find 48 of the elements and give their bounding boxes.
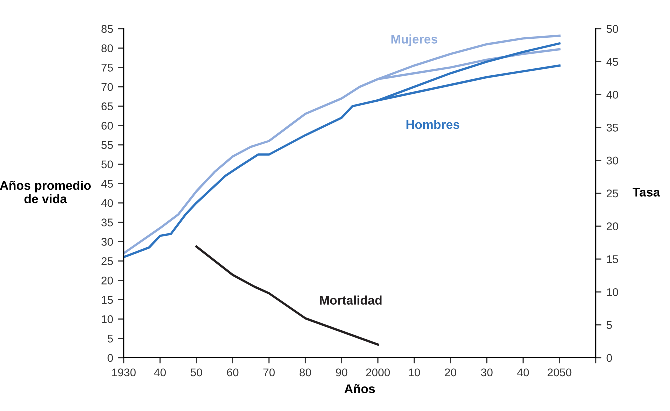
y-tick-label: 70: [102, 83, 114, 92]
y2-axis-title: Tasa: [632, 188, 660, 197]
y2-tick-label: 30: [606, 156, 618, 165]
x-tick-label: 10: [409, 368, 420, 377]
text: Hombres: [406, 120, 460, 130]
y-tick-label: 35: [102, 218, 114, 227]
y-tick-label: 80: [102, 44, 114, 52]
y2-tick-label: 35: [606, 124, 618, 132]
x-axis-title: Años: [344, 384, 376, 394]
y-tick-label: 10: [102, 316, 114, 324]
series-label: Mortalidad: [320, 296, 382, 305]
x-tick-label: 70: [264, 368, 275, 377]
y-tick-label: 75: [102, 64, 114, 72]
y2-tick-label: 5: [606, 321, 612, 330]
x-tick-label: 2000: [366, 368, 390, 377]
x-tick-label: 50: [190, 368, 202, 377]
y-tick-label: 20: [102, 276, 114, 285]
x-tick-label: 60: [227, 368, 239, 377]
x-tick-label: 30: [481, 368, 493, 377]
x-tick-label: 2050: [548, 368, 572, 377]
y-tick-label: 25: [102, 258, 114, 266]
y-tick-label: 60: [102, 122, 114, 130]
y2-tick-label: 40: [606, 91, 618, 99]
x-tick-label: 90: [336, 368, 348, 377]
y-tick-label: 45: [101, 180, 114, 188]
y2-tick-label: 20: [606, 222, 618, 231]
x-tick-label: 20: [445, 368, 457, 377]
y-tick-label: 40: [101, 199, 114, 208]
x-tick-label: 1930: [112, 368, 136, 377]
y-tick-label: 85: [102, 25, 114, 34]
series-label: Mujeres: [392, 34, 438, 46]
x-tick-label: 80: [300, 368, 312, 377]
y2-tick-label: 10: [607, 288, 618, 296]
y2-tick-label: 0: [606, 354, 612, 362]
y-tick-label: 0: [108, 354, 114, 362]
y-tick-label: 55: [102, 142, 114, 150]
x-tick-label: 40: [517, 368, 530, 377]
y2-tick-label: 50: [606, 25, 618, 34]
x-tick-label: 40: [154, 368, 166, 377]
y2-tick-label: 25: [606, 190, 618, 198]
y2-tick-label: 45: [606, 58, 618, 66]
y-tick-label: 5: [108, 335, 114, 343]
y-tick-label: 50: [102, 160, 114, 169]
y-tick-label: 65: [102, 102, 114, 111]
y-axis-title: Años promedio de vida: [0, 180, 92, 204]
y-tick-label: 30: [102, 238, 114, 246]
y-tick-label: 15: [102, 296, 114, 304]
y2-tick-label: 15: [607, 256, 618, 264]
